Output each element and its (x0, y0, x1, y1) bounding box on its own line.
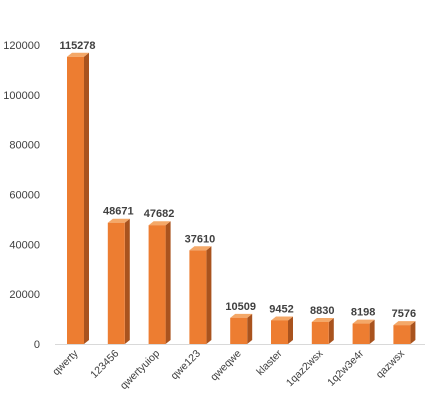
bar-top (189, 246, 212, 251)
bar-top (393, 321, 416, 326)
data-label: 115278 (59, 40, 95, 52)
y-tick-label: 100000 (3, 90, 40, 102)
bar-front (311, 321, 329, 344)
bar-front (352, 323, 370, 344)
bar-top (311, 317, 334, 322)
bar (230, 313, 253, 344)
x-tick-label: qweqwe (208, 348, 244, 384)
bar (352, 319, 375, 344)
bar-side (206, 246, 212, 344)
bar (148, 221, 171, 344)
x-tick-label: qwe123 (169, 348, 204, 383)
bar-top (148, 221, 171, 226)
bar-front (107, 222, 125, 344)
bar-top (107, 218, 130, 223)
y-axis: 0 20000 40000 60000 80000 100000 120000 (3, 40, 40, 351)
x-tick-label: qazwsx (374, 347, 408, 381)
data-label: 37610 (185, 233, 216, 245)
bar-front (271, 320, 288, 344)
bar-side (165, 221, 171, 344)
bar (393, 321, 416, 344)
bar-side (288, 316, 293, 344)
x-tick-label: qwerty (50, 347, 81, 378)
x-tick-label: 1qaz2wsx (284, 347, 326, 389)
bars (67, 52, 416, 344)
x-tick-label: klaster (254, 347, 285, 378)
x-tick-label: 123456 (88, 348, 121, 381)
bar (311, 317, 334, 344)
bar-front (67, 56, 84, 344)
bar-top (230, 313, 253, 318)
bar-side (369, 319, 375, 344)
bar-front (393, 325, 411, 344)
data-label: 48671 (103, 206, 134, 218)
bar-side (247, 313, 253, 344)
y-tick-label: 60000 (9, 190, 40, 202)
data-label: 9452 (269, 303, 293, 315)
y-tick-label: 40000 (9, 239, 40, 251)
y-tick-label: 80000 (9, 140, 40, 152)
bar (67, 52, 89, 344)
bar-side (328, 317, 334, 344)
bar-top (352, 319, 375, 324)
bar-front (230, 317, 248, 344)
bar-side (124, 218, 130, 344)
bar-top (271, 316, 293, 321)
x-tick-label: 1q2w3e4r (325, 347, 366, 388)
bar (189, 246, 212, 344)
bar (107, 218, 130, 344)
y-tick-label: 120000 (3, 40, 40, 52)
bar-front (189, 250, 207, 344)
bar-side (84, 52, 89, 344)
y-tick-label: 0 (34, 339, 40, 351)
data-label: 10509 (225, 301, 256, 313)
bar (271, 316, 293, 344)
bar-top (67, 52, 89, 57)
data-label: 7576 (392, 308, 416, 320)
bar-side (410, 321, 416, 344)
data-labels: 115278 48671 47682 37610 10509 9452 8830 8198 75… (59, 40, 416, 320)
x-tick-label: qwertyuiop (118, 348, 163, 393)
data-label: 8830 (310, 305, 334, 317)
y-tick-label: 20000 (9, 289, 40, 301)
data-label: 47682 (144, 208, 175, 220)
data-label: 8198 (351, 307, 375, 319)
bar-front (148, 225, 166, 344)
